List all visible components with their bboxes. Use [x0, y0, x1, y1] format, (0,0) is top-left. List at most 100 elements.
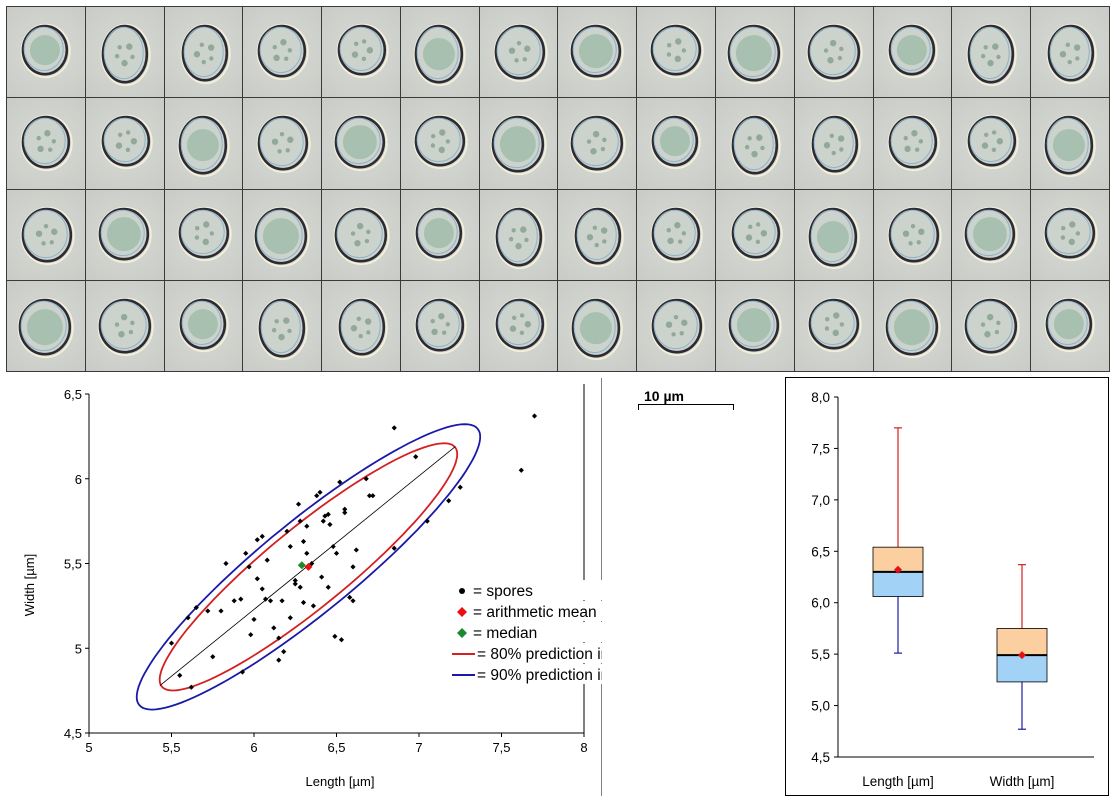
spore-oil-drop — [816, 220, 849, 253]
spore-oil-drop — [29, 35, 60, 66]
spore-granule — [430, 318, 435, 324]
spore-halo — [1046, 23, 1097, 85]
spore-point — [185, 615, 191, 621]
spore-granule — [745, 233, 753, 241]
spore-inner-wall — [23, 26, 64, 72]
spore-point — [259, 586, 265, 592]
spore-granule — [199, 42, 204, 48]
spore-halo — [574, 206, 625, 267]
spore-granule — [511, 227, 516, 233]
spore-photo-cell — [637, 7, 716, 98]
spore-point — [264, 557, 270, 563]
spore-inner-wall — [100, 300, 147, 349]
spore-inner-wall — [967, 209, 1012, 256]
mean-point — [304, 562, 313, 571]
spore-point — [239, 669, 246, 675]
spore-granule — [48, 147, 53, 153]
spore-photo-cell — [873, 98, 952, 189]
spore-granule — [824, 326, 829, 331]
spore-granule — [838, 46, 844, 52]
spore-inner-wall — [810, 209, 853, 262]
spore-photo-cell — [716, 98, 794, 189]
spore-granule — [992, 130, 997, 135]
legend-label: = arithmetic mean — [473, 604, 597, 621]
spore-photo-cell — [85, 280, 164, 371]
spore-granule — [755, 239, 761, 244]
spore-photo-cell — [243, 189, 322, 280]
spore-granule — [981, 53, 986, 59]
spore-granule — [823, 48, 829, 53]
spore-point — [254, 576, 260, 582]
spore-photo-cell — [243, 280, 322, 371]
spore-image — [571, 297, 624, 360]
spore-granule — [273, 54, 281, 62]
spore-point — [304, 523, 310, 529]
spore-oil-drop — [422, 38, 455, 71]
spore-inner-wall — [810, 300, 855, 345]
spore-granule — [523, 237, 529, 242]
spore-point — [342, 506, 348, 512]
spore-inner-wall — [493, 118, 540, 169]
spore-oil-drop — [579, 34, 614, 69]
spore-photo-cell — [716, 7, 794, 98]
spore-photo-cell — [85, 7, 164, 98]
spore-granule — [287, 48, 293, 53]
spore-granule — [274, 318, 280, 324]
spore-photo-cell — [637, 280, 716, 371]
spore-image — [100, 23, 151, 87]
spore-granule — [522, 57, 527, 62]
x-tick-label: 6 — [250, 740, 257, 755]
spore-oil-drop — [896, 35, 927, 66]
spore-granule — [519, 225, 527, 233]
spore-inner-wall — [1046, 118, 1089, 171]
spore-photo-cell — [716, 189, 794, 280]
spore-granule — [667, 43, 672, 48]
spore-granule — [280, 132, 285, 137]
spore-granule — [667, 237, 675, 244]
spore-inner-wall — [970, 118, 1013, 163]
spore-image — [490, 114, 547, 176]
spore-image — [414, 206, 465, 261]
spore-photo-cell — [400, 98, 479, 189]
spore-granule — [996, 320, 1001, 325]
spore-granule — [681, 319, 688, 326]
spore-granule — [587, 233, 594, 240]
spore-photo-cell — [479, 189, 558, 280]
spore-wall — [651, 207, 701, 260]
spore-point — [205, 608, 211, 614]
spore-halo — [494, 206, 545, 269]
spore-granule — [987, 59, 995, 67]
spore-image — [178, 297, 229, 352]
spore-inner-wall — [180, 118, 223, 171]
spore-inner-wall — [890, 26, 931, 72]
spore-photo-cell — [952, 189, 1031, 280]
x-tick-label: 5 — [85, 740, 92, 755]
spore-granule — [916, 239, 921, 244]
spore-wall — [98, 298, 151, 354]
spore-image — [810, 114, 861, 176]
spore-photo-cell — [243, 7, 322, 98]
spore-halo — [333, 206, 390, 265]
spore-image — [336, 23, 389, 79]
spore-point — [347, 594, 353, 600]
legend-label: = median — [473, 625, 537, 642]
spore-granule — [125, 43, 133, 50]
spore-image — [494, 206, 545, 269]
spore-wall — [1044, 207, 1096, 258]
spore-granule — [354, 239, 361, 246]
spore-granule — [748, 224, 753, 229]
spore-granule — [118, 330, 125, 338]
spore-inner-wall — [653, 209, 697, 256]
spore-point — [366, 493, 373, 499]
spore-inner-wall — [336, 209, 383, 258]
spore-halo — [333, 114, 388, 172]
spore-granule — [681, 230, 687, 236]
legend-mean-marker — [457, 607, 467, 617]
spore-granule — [1059, 51, 1067, 58]
spore-photo-cell — [558, 189, 637, 280]
x-tick-label: 6,5 — [327, 740, 345, 755]
spore-granule — [1069, 220, 1076, 228]
spore-granule — [996, 54, 1002, 60]
spore-inner-wall — [340, 300, 381, 351]
spore-image — [177, 114, 230, 178]
